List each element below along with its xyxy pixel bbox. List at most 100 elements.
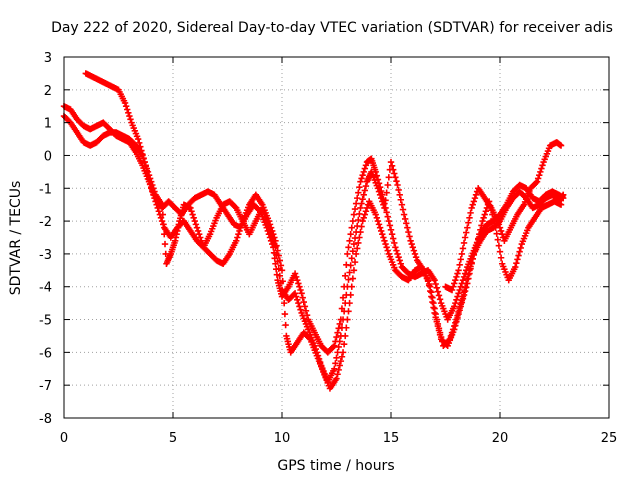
- data-point: [360, 168, 367, 176]
- data-point: [445, 337, 452, 344]
- data-point: [495, 242, 503, 249]
- data-point: [400, 211, 408, 218]
- data-point: [358, 200, 365, 207]
- data-point: [316, 359, 324, 366]
- data-point: [151, 194, 158, 202]
- data-point: [189, 211, 196, 218]
- data-point: [451, 322, 458, 330]
- data-point: [348, 255, 355, 262]
- data-point: [394, 250, 401, 258]
- data-point: [354, 194, 361, 202]
- data-point: [439, 338, 446, 345]
- y-tick-label: 3: [44, 51, 52, 66]
- data-point: [460, 273, 468, 281]
- axis-ticks: [63, 56, 610, 419]
- data-point: [467, 263, 474, 270]
- data-point: [342, 272, 349, 279]
- data-point: [472, 191, 480, 199]
- y-tick-label: -2: [39, 215, 52, 230]
- data-point: [197, 234, 204, 241]
- data-point: [379, 231, 386, 238]
- data-point: [336, 320, 343, 328]
- data-point: [354, 245, 361, 252]
- data-point: [497, 254, 505, 261]
- data-point: [345, 244, 352, 251]
- data-point: [392, 244, 399, 251]
- data-point: [333, 354, 340, 362]
- data-points: [60, 70, 567, 392]
- data-point: [299, 294, 306, 301]
- data-point: [296, 303, 303, 310]
- data-point: [350, 267, 358, 274]
- data-point: [274, 247, 281, 254]
- data-point: [457, 301, 464, 308]
- data-point: [265, 224, 273, 231]
- data-point: [145, 176, 153, 183]
- data-point: [267, 231, 275, 238]
- data-point: [234, 234, 241, 241]
- data-point: [391, 239, 398, 247]
- data-point: [465, 271, 472, 278]
- data-point: [374, 217, 382, 225]
- data-point: [331, 365, 338, 372]
- data-point: [435, 292, 443, 299]
- data-point: [187, 204, 194, 212]
- series-trace-d: [442, 139, 565, 294]
- data-point: [516, 248, 523, 255]
- data-point: [152, 198, 159, 205]
- data-point: [407, 237, 414, 244]
- data-point: [298, 290, 305, 297]
- data-point: [458, 297, 466, 304]
- data-point: [294, 296, 301, 304]
- data-point: [136, 139, 143, 147]
- data-point: [427, 283, 434, 290]
- data-point: [472, 244, 480, 251]
- data-point: [357, 204, 364, 212]
- data-point: [392, 174, 399, 181]
- data-point: [311, 342, 318, 349]
- data-point: [340, 308, 348, 315]
- data-point: [533, 178, 541, 185]
- data-point: [337, 332, 345, 340]
- data-point: [379, 198, 386, 205]
- data-point: [331, 342, 338, 349]
- data-point: [455, 308, 462, 316]
- data-point: [330, 343, 337, 351]
- data-point: [350, 240, 358, 248]
- data-point: [512, 263, 519, 271]
- data-point: [397, 196, 405, 203]
- data-point: [141, 158, 148, 166]
- data-point: [431, 305, 438, 312]
- y-tick-label: -8: [39, 412, 52, 427]
- data-point: [475, 235, 482, 242]
- data-point: [429, 294, 436, 301]
- data-point: [461, 284, 469, 292]
- data-point: [302, 307, 310, 314]
- data-point: [451, 280, 458, 287]
- data-point: [363, 204, 371, 212]
- data-point: [448, 286, 456, 294]
- plot-frame: [63, 56, 610, 419]
- data-point: [476, 231, 483, 238]
- data-point: [153, 201, 160, 208]
- data-point: [140, 154, 147, 162]
- data-point: [382, 197, 389, 204]
- data-point: [357, 178, 364, 185]
- data-point: [360, 214, 367, 222]
- data-point: [349, 247, 357, 255]
- data-point: [348, 224, 355, 231]
- data-point: [361, 187, 369, 194]
- data-point: [292, 293, 300, 300]
- data-point: [137, 143, 144, 150]
- data-point: [156, 211, 164, 218]
- data-point: [494, 236, 502, 243]
- data-point: [452, 299, 459, 307]
- data-point: [270, 237, 277, 244]
- data-point: [412, 253, 420, 261]
- data-point: [236, 227, 243, 235]
- data-point: [514, 256, 521, 263]
- data-point: [534, 175, 542, 182]
- data-point: [346, 269, 353, 276]
- data-point: [434, 320, 442, 328]
- y-tick-label: -3: [39, 248, 52, 263]
